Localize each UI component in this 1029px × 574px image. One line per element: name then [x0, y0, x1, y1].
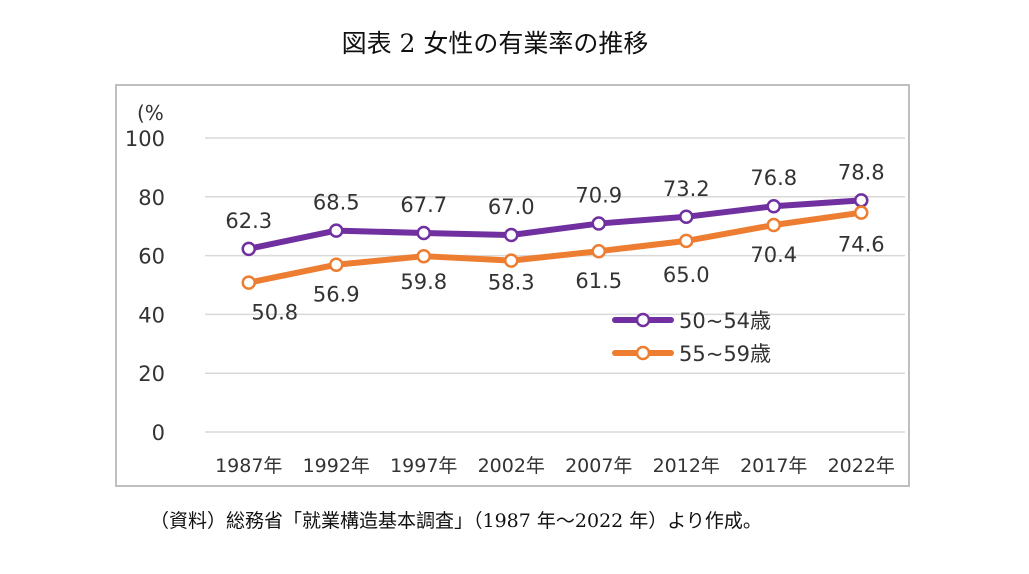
data-point [591, 216, 606, 231]
data-point [679, 209, 694, 225]
data-label: 62.3 [225, 209, 272, 233]
x-tick-label: 2017年 [740, 455, 807, 477]
data-point [329, 257, 344, 272]
data-point [504, 227, 519, 243]
y-axis-ticks: 0 20 40 60 80 100 [125, 127, 165, 445]
data-label: 70.4 [750, 243, 797, 267]
series-line-0 [245, 197, 865, 252]
y-tick-label: 40 [138, 303, 165, 327]
x-tick-label: 2002年 [478, 455, 545, 477]
x-tick-label: 2007年 [565, 455, 632, 477]
legend-marker-0 [635, 312, 651, 328]
data-label: 56.9 [313, 283, 360, 307]
x-tick-label: 1997年 [390, 455, 457, 477]
data-labels: 62.3 68.5 67.7 67.0 70.9 73.2 76.8 78.8 50.8 56.9… [225, 160, 884, 324]
data-point [854, 205, 869, 220]
x-tick-label: 2012年 [653, 455, 720, 477]
data-label: 68.5 [313, 191, 360, 215]
x-tick-label: 1992年 [303, 455, 370, 477]
x-axis-ticks: 1987年 1992年 1997年 2002年 2007年 2012年 2017年 2022年 [215, 455, 895, 477]
data-label: 73.2 [663, 177, 710, 201]
data-point [854, 193, 869, 208]
data-point [766, 217, 781, 233]
data-point [241, 275, 256, 290]
data-point [766, 198, 781, 214]
y-tick-label: 100 [125, 127, 165, 151]
y-tick-label: 80 [138, 186, 165, 210]
series-lines [241, 193, 869, 290]
data-point [416, 225, 431, 241]
chart-frame: 0 20 40 60 80 100 1987年 1992年 1997年 2002年 2007年 20… [115, 84, 910, 487]
data-label: 61.5 [575, 269, 622, 293]
data-label: 74.6 [838, 233, 885, 257]
data-label: 65.0 [663, 263, 710, 287]
data-label: 70.9 [575, 184, 622, 208]
legend: 50~54歳 55~59歳 [612, 309, 771, 366]
source-note: （資料）総務省「就業構造基本調査」（1987 年～2022 年）より作成。 [150, 510, 762, 532]
legend-marker-1 [635, 345, 651, 361]
data-label: 59.8 [400, 270, 447, 294]
data-point [416, 248, 431, 264]
x-tick-label: 1987年 [215, 455, 282, 477]
line-chart: 0 20 40 60 80 100 1987年 1992年 1997年 2002年 2007年 20… [125, 101, 905, 477]
x-tick-label: 2022年 [828, 455, 895, 477]
y-tick-label: 0 [152, 421, 165, 445]
data-point [241, 241, 256, 257]
data-label: 78.8 [838, 160, 885, 184]
chart-title: 図表 2 女性の有業率の推移 [341, 29, 649, 58]
data-label: 67.0 [488, 195, 535, 219]
data-point [504, 253, 519, 268]
legend-label-0: 50~54歳 [679, 309, 771, 333]
data-label: 50.8 [251, 301, 298, 325]
y-tick-label: 20 [138, 362, 165, 386]
data-point [329, 223, 344, 238]
data-label: 67.7 [400, 193, 447, 217]
series-line-1 [245, 209, 865, 286]
data-label: 58.3 [488, 271, 535, 295]
y-axis-unit: (% [137, 101, 164, 125]
data-point [679, 233, 694, 249]
grid-lines [205, 137, 905, 433]
data-label: 76.8 [750, 166, 797, 190]
data-point [591, 243, 606, 259]
y-tick-label: 60 [138, 245, 165, 269]
legend-label-1: 55~59歳 [679, 342, 771, 366]
